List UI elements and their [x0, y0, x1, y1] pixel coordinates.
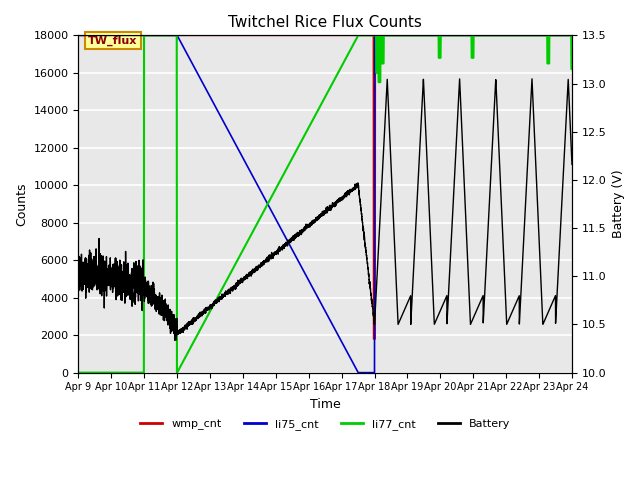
Legend: wmp_cnt, li75_cnt, li77_cnt, Battery: wmp_cnt, li75_cnt, li77_cnt, Battery	[136, 415, 515, 434]
Y-axis label: Counts: Counts	[15, 182, 28, 226]
Title: Twitchel Rice Flux Counts: Twitchel Rice Flux Counts	[228, 15, 422, 30]
X-axis label: Time: Time	[310, 398, 340, 411]
Text: TW_flux: TW_flux	[88, 36, 138, 46]
Y-axis label: Battery (V): Battery (V)	[612, 169, 625, 238]
